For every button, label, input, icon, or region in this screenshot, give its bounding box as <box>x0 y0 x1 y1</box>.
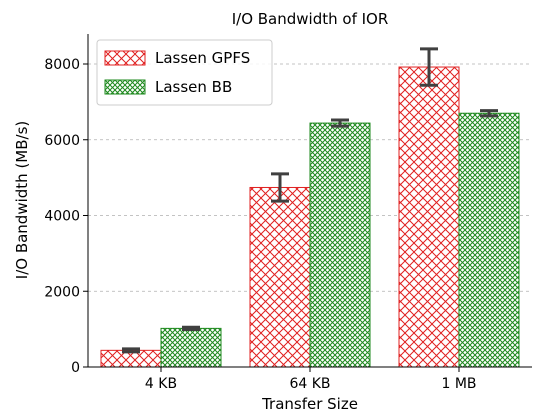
bar <box>309 122 371 368</box>
chart-title: I/O Bandwidth of IOR <box>232 10 389 28</box>
y-tick-label: 2000 <box>44 284 80 300</box>
y-axis-label: I/O Bandwidth (MB/s) <box>13 121 31 279</box>
x-axis-label: Transfer Size <box>261 395 358 413</box>
legend: Lassen GPFS Lassen BB <box>96 39 273 106</box>
bar <box>160 327 222 368</box>
legend-swatch-bb <box>104 79 146 95</box>
bars <box>100 66 520 368</box>
y-tick-label: 4000 <box>44 209 80 225</box>
error-bars <box>122 47 498 354</box>
bar <box>458 112 520 368</box>
legend-label-bb: Lassen BB <box>155 78 232 96</box>
x-tick-label: 4 KB <box>145 376 177 392</box>
x-tick-label: 64 KB <box>289 376 330 392</box>
y-tick-label: 8000 <box>44 57 80 73</box>
y-ticks: 0 2000 4000 6000 8000 <box>44 57 88 376</box>
x-ticks: 4 KB 64 KB 1 MB <box>145 367 477 392</box>
legend-swatch-gpfs <box>104 50 146 66</box>
bar <box>398 66 460 368</box>
bar <box>249 186 311 368</box>
legend-label-gpfs: Lassen GPFS <box>155 49 250 67</box>
y-tick-label: 0 <box>71 360 80 376</box>
y-tick-label: 6000 <box>44 133 80 149</box>
x-tick-label: 1 MB <box>441 376 476 392</box>
